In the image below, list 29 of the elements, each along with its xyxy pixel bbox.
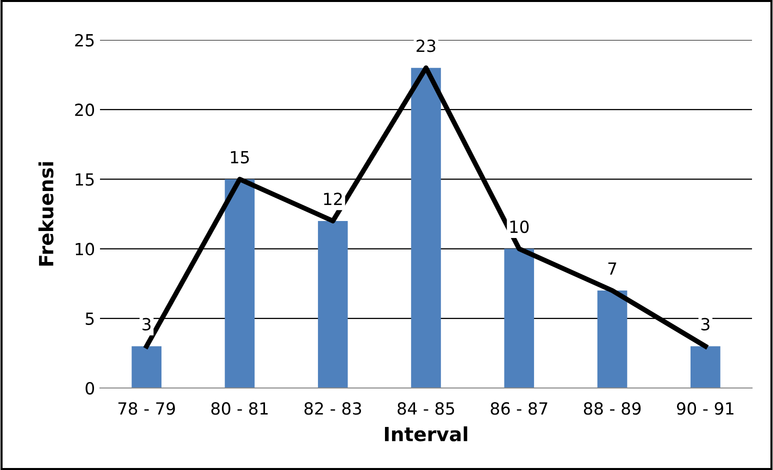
y-tick-label: 15 [76, 173, 94, 186]
bar [504, 248, 534, 388]
x-tick-label: 88 - 89 [584, 402, 641, 415]
data-label: 15 [230, 151, 249, 164]
y-tick-label: 20 [75, 104, 94, 116]
x-tick-label: 84 - 85 [398, 402, 454, 415]
x-tick-label: 78 - 79 [118, 402, 175, 415]
x-tick-label: 80 - 81 [211, 402, 268, 415]
bar [597, 290, 628, 388]
data-label: 3 [701, 318, 710, 331]
x-axis-title: Interval [384, 426, 468, 442]
data-label: 12 [324, 192, 342, 205]
data-label: 7 [608, 262, 616, 275]
y-axis-title: Frekuensi [38, 162, 54, 266]
bar [411, 68, 441, 388]
x-tick-label: 86 - 87 [490, 402, 548, 415]
data-label: 3 [142, 318, 151, 331]
y-tick-label: 25 [75, 34, 94, 47]
y-tick-label: 5 [86, 312, 94, 325]
data-label: 10 [510, 220, 529, 234]
data-label: 23 [416, 40, 436, 52]
x-tick-label: 82 - 83 [304, 402, 362, 415]
x-tick-label: 90 - 91 [676, 402, 734, 415]
y-tick-label: 10 [76, 242, 94, 256]
bar [690, 346, 720, 388]
bar [132, 346, 162, 388]
y-tick-label: 0 [86, 382, 94, 395]
bar [224, 179, 255, 388]
bar [318, 220, 348, 388]
